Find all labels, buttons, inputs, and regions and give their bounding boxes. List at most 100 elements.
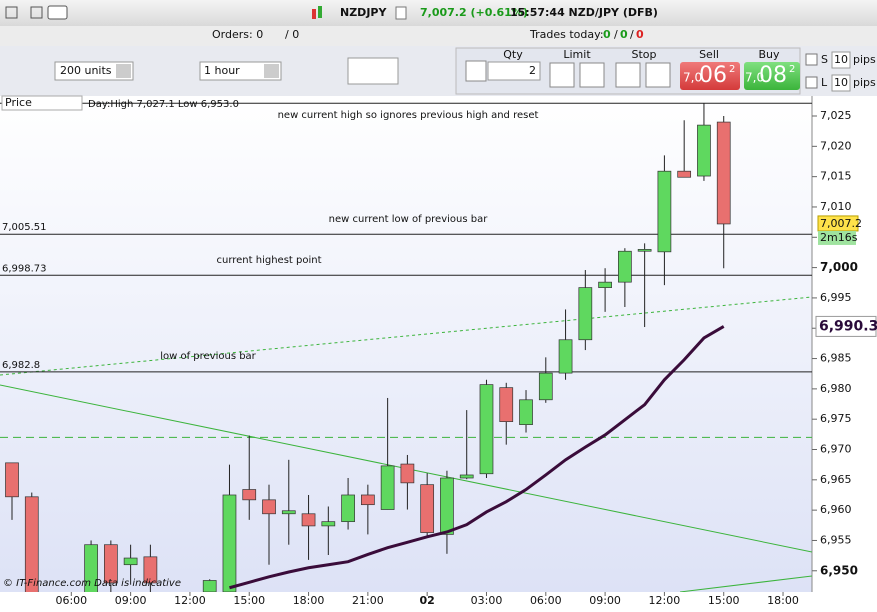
s-pips[interactable]: 10 bbox=[834, 53, 848, 66]
stop-button[interactable] bbox=[615, 62, 641, 88]
moving-average bbox=[229, 325, 725, 590]
trades-count: 0 bbox=[620, 28, 628, 41]
x-tick-label: 06:00 bbox=[530, 594, 562, 607]
info-icon[interactable] bbox=[395, 6, 407, 20]
limit-label: Limit bbox=[563, 48, 591, 61]
qty-label: Qty bbox=[503, 48, 523, 61]
buy-prefix[interactable]: 7,0 bbox=[745, 71, 764, 85]
candle-body bbox=[459, 474, 474, 479]
candle-body bbox=[716, 121, 731, 225]
candle-body bbox=[657, 170, 672, 253]
candle-body bbox=[519, 399, 533, 425]
x-tick-label: 15:00 bbox=[708, 594, 740, 607]
x-tick-label: 06:00 bbox=[55, 594, 87, 607]
y-tick-label: 6,995 bbox=[820, 291, 852, 304]
y-tick-label: 6,970 bbox=[820, 443, 852, 456]
ma-tag bbox=[815, 315, 877, 337]
price-label[interactable]: Price bbox=[5, 96, 32, 109]
s-label: S bbox=[821, 53, 828, 66]
timer-tag bbox=[818, 230, 856, 245]
limit-button[interactable] bbox=[549, 62, 575, 88]
settings-button[interactable] bbox=[465, 60, 487, 82]
units[interactable]: 200 units bbox=[60, 64, 112, 77]
y-axis-panel bbox=[812, 96, 877, 592]
candle-body bbox=[618, 250, 632, 283]
level-label: 6,982.8 bbox=[2, 360, 40, 371]
sell-sup[interactable]: 2 bbox=[729, 64, 735, 75]
candle-body bbox=[499, 387, 514, 422]
y-tick-label: 6,985 bbox=[820, 352, 852, 365]
checkbox[interactable] bbox=[805, 76, 818, 89]
day-range: Day:High 7,027.1 Low 6,953.0 bbox=[88, 99, 239, 110]
candle-body bbox=[558, 339, 573, 374]
candle-body bbox=[538, 372, 553, 401]
candle-body bbox=[242, 489, 257, 501]
sell-prefix[interactable]: 7,0 bbox=[683, 71, 702, 85]
x-tick-label: 03:00 bbox=[471, 594, 503, 607]
sell-button[interactable] bbox=[680, 62, 740, 90]
candle-body bbox=[341, 494, 355, 523]
candle-body bbox=[321, 521, 336, 527]
last-price-label: 7,007.2 bbox=[820, 217, 862, 230]
trades-sep: / bbox=[614, 28, 618, 41]
symbol[interactable]: NZDJPY bbox=[340, 6, 387, 19]
symbol-icon[interactable] bbox=[318, 6, 322, 18]
candle-body bbox=[479, 384, 494, 475]
pips-label: pips bbox=[853, 76, 876, 89]
interval[interactable]: 1 hour bbox=[204, 64, 240, 77]
sell-label: Sell bbox=[699, 48, 719, 61]
trades-sep: / bbox=[630, 28, 634, 41]
y-tick-label: 6,975 bbox=[820, 412, 852, 425]
x-tick-label: 12:00 bbox=[174, 594, 206, 607]
y-tick-label: 6,955 bbox=[820, 533, 852, 546]
y-tick-label: 6,965 bbox=[820, 473, 852, 486]
stop-label: Stop bbox=[631, 48, 656, 61]
candle-body bbox=[262, 499, 276, 515]
sell-big[interactable]: 06 bbox=[699, 63, 727, 88]
qty-input[interactable] bbox=[487, 61, 541, 81]
pips-input[interactable] bbox=[831, 74, 851, 92]
annotation: new current low of previous bar bbox=[329, 214, 489, 225]
interval-dropdown[interactable] bbox=[199, 61, 282, 81]
buy-big[interactable]: 08 bbox=[759, 63, 787, 88]
units-dropdown[interactable] bbox=[54, 61, 134, 81]
annotation: new current high so ignores previous hig… bbox=[278, 110, 539, 121]
buy-sup[interactable]: 2 bbox=[789, 64, 795, 75]
level-label: 6,998.73 bbox=[2, 263, 47, 274]
x-axis-panel bbox=[0, 592, 877, 612]
pips-input[interactable] bbox=[831, 51, 851, 69]
candle-body bbox=[361, 494, 375, 506]
stop-button[interactable] bbox=[645, 62, 671, 88]
price-menu[interactable] bbox=[1, 95, 83, 111]
y-tick-label: 7,015 bbox=[820, 170, 852, 183]
candle-body bbox=[420, 484, 435, 533]
x-tick-label: 12:00 bbox=[649, 594, 681, 607]
candle-body bbox=[281, 510, 296, 515]
candle-body bbox=[697, 124, 711, 177]
y-tick-label: 7,025 bbox=[820, 109, 852, 122]
l-pips[interactable]: 10 bbox=[834, 76, 848, 89]
candle-body bbox=[637, 249, 652, 252]
timer: 2m16s bbox=[820, 231, 858, 244]
ma-label: 6,990.3 bbox=[819, 318, 877, 334]
plot-area bbox=[0, 96, 812, 592]
candle-body bbox=[222, 494, 237, 592]
candle-body bbox=[84, 544, 98, 592]
limit-button[interactable] bbox=[579, 62, 605, 88]
buy-button[interactable] bbox=[744, 62, 800, 90]
symbol-icon[interactable] bbox=[312, 9, 316, 19]
indicator-button[interactable] bbox=[347, 57, 399, 85]
plot bbox=[0, 102, 812, 592]
qty[interactable]: 2 bbox=[529, 64, 536, 77]
trendline bbox=[0, 296, 812, 376]
orders-sep: / 0 bbox=[285, 28, 299, 41]
candle-body bbox=[400, 463, 415, 484]
clock: 15:57:44 NZD/JPY (DFB) bbox=[510, 6, 658, 19]
x-tick-label: 09:00 bbox=[589, 594, 621, 607]
y-tick-label: 7,010 bbox=[820, 200, 852, 213]
candle-body bbox=[380, 465, 395, 510]
checkbox[interactable] bbox=[805, 53, 818, 66]
candle-body bbox=[301, 513, 316, 527]
